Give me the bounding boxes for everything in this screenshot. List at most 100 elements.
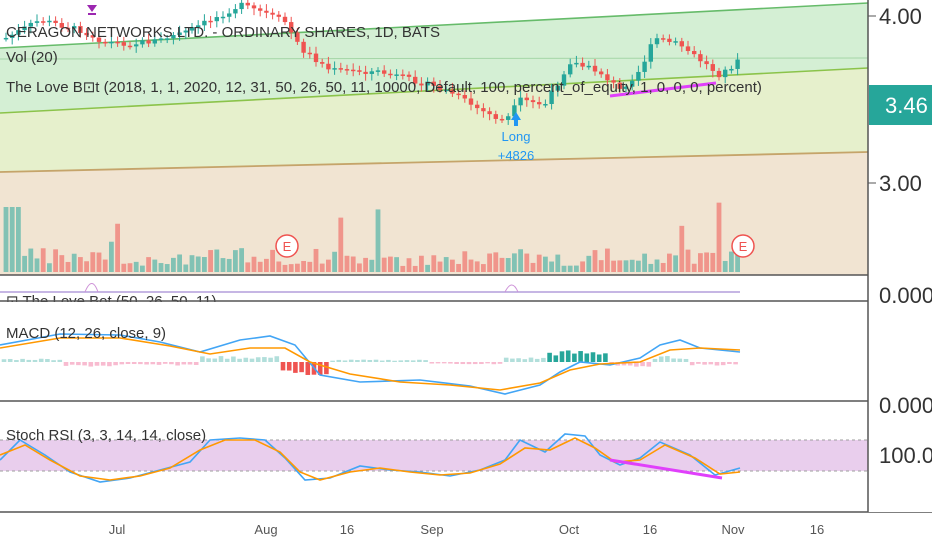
- volume-bar: [691, 263, 697, 272]
- volume-bar: [53, 249, 58, 272]
- volume-bar: [543, 256, 548, 272]
- candle-body: [481, 108, 486, 112]
- candle-body: [456, 93, 461, 96]
- macd-histogram-bar: [671, 358, 676, 362]
- macd-histogram-bar: [367, 359, 373, 362]
- candle-body: [10, 34, 15, 38]
- macd-histogram-bar: [76, 362, 81, 366]
- candle-body: [301, 41, 306, 53]
- candle-body: [313, 53, 319, 63]
- long-arrow-icon: [511, 112, 521, 126]
- macd-histogram-bar: [82, 362, 87, 366]
- macd-histogram-bar: [590, 352, 596, 362]
- volume-bar: [133, 261, 139, 272]
- time-tick-label: 16: [340, 522, 354, 537]
- volume-bar: [574, 265, 579, 272]
- candle-body: [34, 21, 40, 23]
- candle-body: [512, 105, 517, 117]
- macd-histogram-bar: [696, 362, 701, 364]
- volume-bar: [171, 257, 176, 272]
- candle-body: [344, 69, 350, 71]
- macd-histogram-bar: [348, 359, 354, 362]
- candle-body: [326, 63, 331, 70]
- earnings-marker-aug[interactable]: E: [275, 234, 299, 258]
- time-tick-label: Sep: [420, 522, 443, 537]
- volume-bar: [9, 207, 15, 272]
- volume-bar: [288, 264, 294, 272]
- macd-histogram-bar: [460, 362, 466, 365]
- volume-bar: [400, 265, 406, 272]
- candle-body: [28, 22, 33, 27]
- candle-body: [357, 70, 362, 72]
- macd-histogram-bar: [689, 362, 695, 366]
- macd-histogram: [1, 350, 738, 375]
- macd-histogram-bar: [448, 362, 453, 364]
- macd-histogram-bar: [175, 362, 180, 366]
- candle-body: [375, 70, 381, 72]
- candle-body: [692, 51, 697, 55]
- macd-histogram-bar: [69, 362, 75, 365]
- macd-histogram-bar: [26, 359, 32, 362]
- macd-histogram-bar: [144, 362, 149, 365]
- macd-histogram-bar: [355, 360, 360, 362]
- volume-bar: [704, 252, 709, 272]
- time-tick-label: Nov: [721, 522, 745, 537]
- candle-body: [568, 64, 573, 75]
- volume-legend: Vol (20): [6, 49, 58, 66]
- candle-body: [617, 82, 622, 89]
- volume-bar: [301, 260, 306, 272]
- volume-bar: [22, 255, 27, 272]
- macd-histogram-bar: [280, 362, 286, 371]
- volume-bar: [350, 256, 356, 272]
- macd-histogram-bar: [7, 358, 13, 362]
- macd-histogram-bar: [479, 362, 484, 365]
- macd-histogram-bar: [417, 359, 422, 362]
- volume-bar: [685, 249, 691, 272]
- volume-bar: [220, 258, 226, 272]
- stoch-band: [0, 440, 868, 471]
- price-divergence-line: [609, 81, 717, 98]
- stoch-title: Stoch RSI (3, 3, 14, 14, close): [6, 427, 206, 444]
- volume-bar: [729, 251, 734, 272]
- long-trade-marker[interactable]: Long +4826: [498, 112, 535, 163]
- candle-body: [735, 59, 740, 69]
- macd-histogram-bar: [510, 358, 515, 362]
- volume-bar: [195, 256, 201, 272]
- macd-histogram-bar: [547, 352, 552, 362]
- volume-bar: [381, 257, 387, 272]
- lower-channel-line: [0, 151, 869, 173]
- macd-histogram-bar: [379, 360, 385, 362]
- stoch-axis-label: 100.0: [879, 443, 932, 468]
- lower-channel-band: [0, 152, 868, 275]
- candle-body: [406, 74, 412, 77]
- volume-bar: [648, 263, 654, 272]
- macd-histogram-bar: [212, 358, 218, 362]
- macd-histogram-bar: [243, 357, 249, 362]
- macd-histogram-bar: [162, 362, 168, 364]
- earnings-marker-nov[interactable]: E: [731, 234, 755, 258]
- current-price-label: 3.46: [885, 93, 928, 118]
- volume-bar: [598, 260, 604, 272]
- candle-body: [419, 83, 424, 86]
- macd-histogram-bar: [733, 362, 738, 365]
- macd-histogram-bar: [150, 362, 156, 365]
- volume-bar: [667, 253, 672, 272]
- volume-bar: [394, 257, 399, 272]
- macd-histogram-bar: [293, 362, 298, 373]
- time-tick-label: 16: [810, 522, 824, 537]
- candle-body: [611, 80, 616, 83]
- macd-histogram-bar: [224, 358, 230, 362]
- volume-bar: [388, 256, 393, 272]
- volume-bar: [65, 261, 71, 272]
- candle-body: [555, 85, 560, 91]
- earnings-label: E: [739, 239, 748, 254]
- volume-bar: [431, 255, 437, 272]
- macd-histogram-bar: [299, 362, 304, 373]
- candle-body: [673, 41, 678, 43]
- candle-body: [425, 81, 430, 86]
- macd-histogram-bar: [466, 362, 472, 365]
- volume-bar: [716, 202, 722, 272]
- macd-histogram-bar: [646, 362, 652, 367]
- candle-body: [171, 35, 176, 39]
